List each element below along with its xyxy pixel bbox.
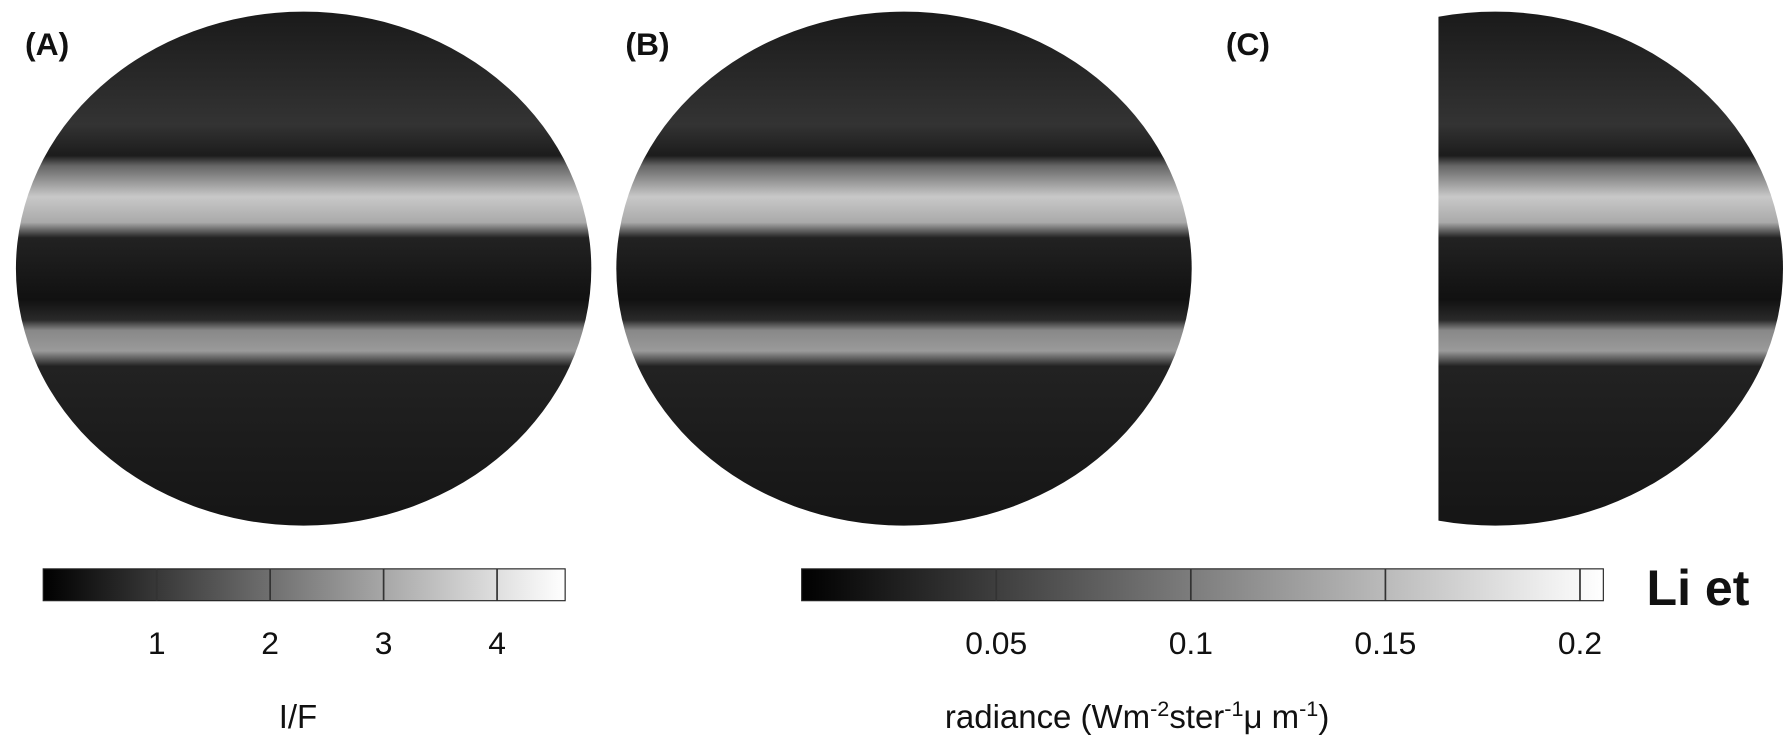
axis-label-part: -2 <box>1150 696 1169 721</box>
tick-label: 3 <box>375 625 393 661</box>
disk-image <box>16 12 591 526</box>
tick-label: 1 <box>148 625 166 661</box>
axis-label-part: μ m <box>1243 698 1299 735</box>
colorbar <box>802 569 1604 601</box>
axis-label: radiance (Wm-2ster-1μ m-1) <box>945 696 1329 736</box>
disk-image <box>616 12 1191 526</box>
credit: Li et <box>1647 560 1750 616</box>
panel-label: (A) <box>25 26 69 62</box>
tick-label: 0.15 <box>1354 625 1416 661</box>
axis-label-part: -1 <box>1224 696 1243 721</box>
figure: (A) (B) (C) Li et 1 2 3 4 I/F 0.05 0.1 0.15 0.2 r… <box>0 0 1783 742</box>
tick-label: 4 <box>488 625 506 661</box>
axis-label: I/F <box>279 698 317 735</box>
axis-label-part: I/F <box>279 698 317 735</box>
tick-label: 0.05 <box>965 625 1027 661</box>
panel-label: (B) <box>625 26 669 62</box>
tick-label: 0.1 <box>1169 625 1213 661</box>
page: (A) (B) (C) Li et 1 2 3 4 I/F 0.05 0.1 0.15 0.2 r… <box>0 0 1783 742</box>
axis-label-part: ) <box>1318 698 1329 735</box>
tick-label: 0.2 <box>1558 625 1602 661</box>
colorbar <box>43 569 565 601</box>
axis-label-part: ster <box>1169 698 1224 735</box>
axis-label-part: radiance (Wm <box>945 698 1150 735</box>
disk-image <box>1208 12 1783 526</box>
axis-label-part: -1 <box>1299 696 1318 721</box>
tick-label: 2 <box>261 625 279 661</box>
panel-label: (C) <box>1226 26 1270 62</box>
